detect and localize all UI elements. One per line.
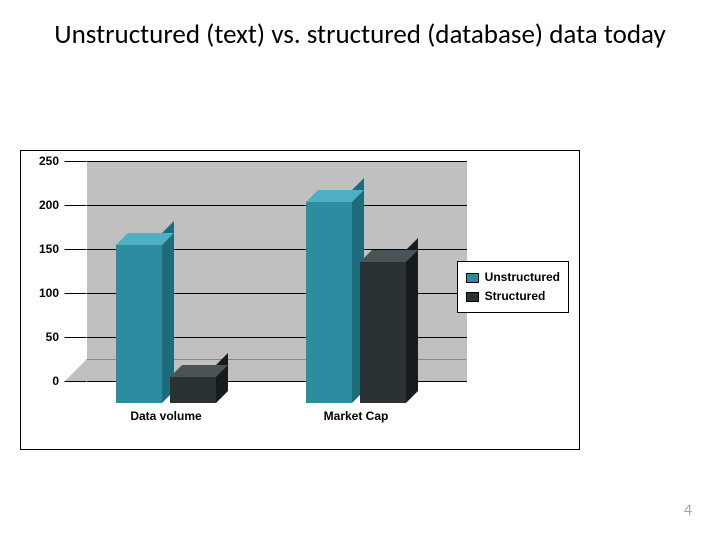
y-axis-tick: 50 xyxy=(46,330,59,344)
bar xyxy=(116,245,162,403)
x-axis-label: Data volume xyxy=(130,409,201,423)
y-axis-tick: 100 xyxy=(39,286,59,300)
legend: UnstructuredStructured xyxy=(457,261,569,313)
plot-area: 050100150200250 Data volumeMarket Cap xyxy=(65,161,445,403)
legend-swatch xyxy=(466,273,479,283)
y-axis-tick: 150 xyxy=(39,242,59,256)
page-number: 4 xyxy=(684,501,692,520)
y-axis-tick: 200 xyxy=(39,198,59,212)
legend-swatch xyxy=(466,292,479,302)
gridline xyxy=(87,205,467,206)
bar xyxy=(170,377,216,403)
chart-container: 050100150200250 Data volumeMarket Cap Un… xyxy=(20,150,580,450)
y-axis-tick: 250 xyxy=(39,154,59,168)
page-title: Unstructured (text) vs. structured (data… xyxy=(0,0,720,52)
legend-item: Unstructured xyxy=(466,268,560,287)
legend-label: Unstructured xyxy=(485,268,560,287)
gridline xyxy=(87,161,467,162)
x-axis-label: Market Cap xyxy=(324,409,389,423)
legend-item: Structured xyxy=(466,287,560,306)
legend-label: Structured xyxy=(485,287,546,306)
bar xyxy=(360,262,406,403)
y-axis-tick: 0 xyxy=(52,374,59,388)
bar xyxy=(306,202,352,403)
